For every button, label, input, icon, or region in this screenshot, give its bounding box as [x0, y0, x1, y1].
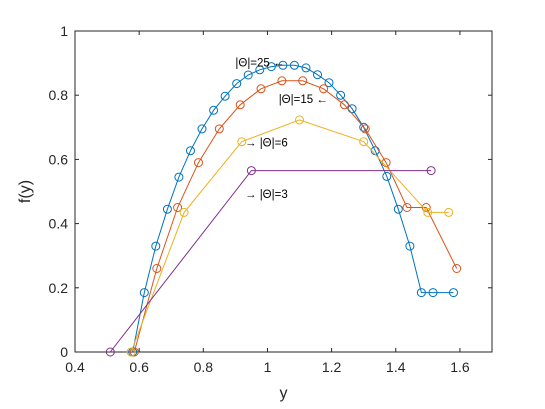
- y-tick-label: 0.4: [49, 216, 69, 232]
- data-point: [382, 171, 392, 181]
- data-point: [426, 166, 436, 176]
- x-axis-label: y: [280, 385, 288, 402]
- data-point: [246, 166, 256, 176]
- data-point: [428, 288, 438, 298]
- x-tick-label: 0.8: [194, 359, 214, 375]
- data-point: [129, 347, 139, 357]
- data-point: [301, 63, 311, 73]
- x-tick-label: 0.6: [129, 359, 149, 375]
- data-point: [105, 347, 115, 357]
- y-tick-label: 1: [60, 23, 68, 39]
- data-point: [232, 79, 242, 89]
- data-point: [194, 158, 203, 168]
- data-point: [360, 124, 370, 134]
- x-tick-label: 1.2: [322, 359, 342, 375]
- data-point: [319, 84, 329, 94]
- data-point: [444, 207, 454, 217]
- data-point: [255, 65, 265, 75]
- data-point: [277, 76, 287, 86]
- data-point: [289, 60, 299, 70]
- data-point: [243, 70, 253, 80]
- annotation-label: → |Θ|=3: [245, 189, 288, 201]
- data-point: [235, 100, 245, 110]
- series-line: [130, 119, 449, 353]
- data-point: [295, 115, 304, 125]
- data-point: [359, 137, 369, 147]
- ticks-layer: 0.4 0.6 0.8 1 1.2 1.4 1.6 0 0.2 0.4 0.6 0.8 1: [49, 23, 492, 375]
- annotation-label: → |Θ|=6: [245, 138, 288, 150]
- data-point: [405, 241, 415, 251]
- data-point: [186, 146, 195, 156]
- x-tick-label: 1.4: [386, 359, 406, 375]
- data-point: [266, 62, 276, 72]
- series-line: [132, 64, 454, 353]
- series-4: [105, 166, 436, 357]
- data-point: [179, 207, 189, 217]
- data-point: [126, 347, 136, 357]
- series-line: [109, 170, 432, 353]
- data-point: [393, 204, 403, 214]
- data-point: [162, 204, 172, 214]
- data-point: [174, 172, 184, 182]
- data-point: [359, 122, 369, 132]
- annotation-label: |Θ|=25 ←: [235, 57, 284, 69]
- data-point: [421, 203, 431, 212]
- y-tick-label: 0.6: [49, 151, 69, 167]
- x-tick-label: 1.6: [450, 359, 470, 375]
- data-point: [152, 264, 162, 273]
- data-point: [313, 70, 322, 80]
- data-point: [339, 100, 349, 110]
- data-point: [214, 124, 224, 134]
- data-point: [402, 203, 412, 212]
- data-point: [220, 91, 230, 101]
- y-tick-label: 0.8: [49, 87, 69, 103]
- data-point: [237, 137, 247, 147]
- data-point: [209, 105, 219, 115]
- series-line: [133, 80, 458, 353]
- data-point: [256, 84, 266, 94]
- series-layer: [105, 60, 462, 357]
- data-point: [416, 288, 426, 298]
- data-point: [452, 264, 462, 273]
- data-point: [197, 124, 207, 134]
- y-tick-label: 0.2: [49, 280, 69, 296]
- data-point: [278, 60, 288, 70]
- series-3: [126, 115, 454, 357]
- x-tick-label: 1: [264, 359, 272, 375]
- data-point: [139, 288, 149, 298]
- data-point: [151, 241, 161, 251]
- data-point: [173, 203, 183, 212]
- data-point: [336, 90, 346, 100]
- y-tick-label: 0: [60, 344, 68, 360]
- annotation-label: |Θ|=15 ←: [279, 94, 328, 106]
- data-point: [324, 78, 334, 88]
- data-point: [298, 76, 308, 86]
- annotation-layer: |Θ|=25 ← |Θ|=15 ← → |Θ|=6 → |Θ|=3: [235, 57, 327, 201]
- y-axis-label: f(y): [17, 180, 34, 203]
- data-point: [449, 288, 458, 298]
- data-point: [423, 207, 433, 217]
- x-tick-label: 0.4: [65, 359, 85, 375]
